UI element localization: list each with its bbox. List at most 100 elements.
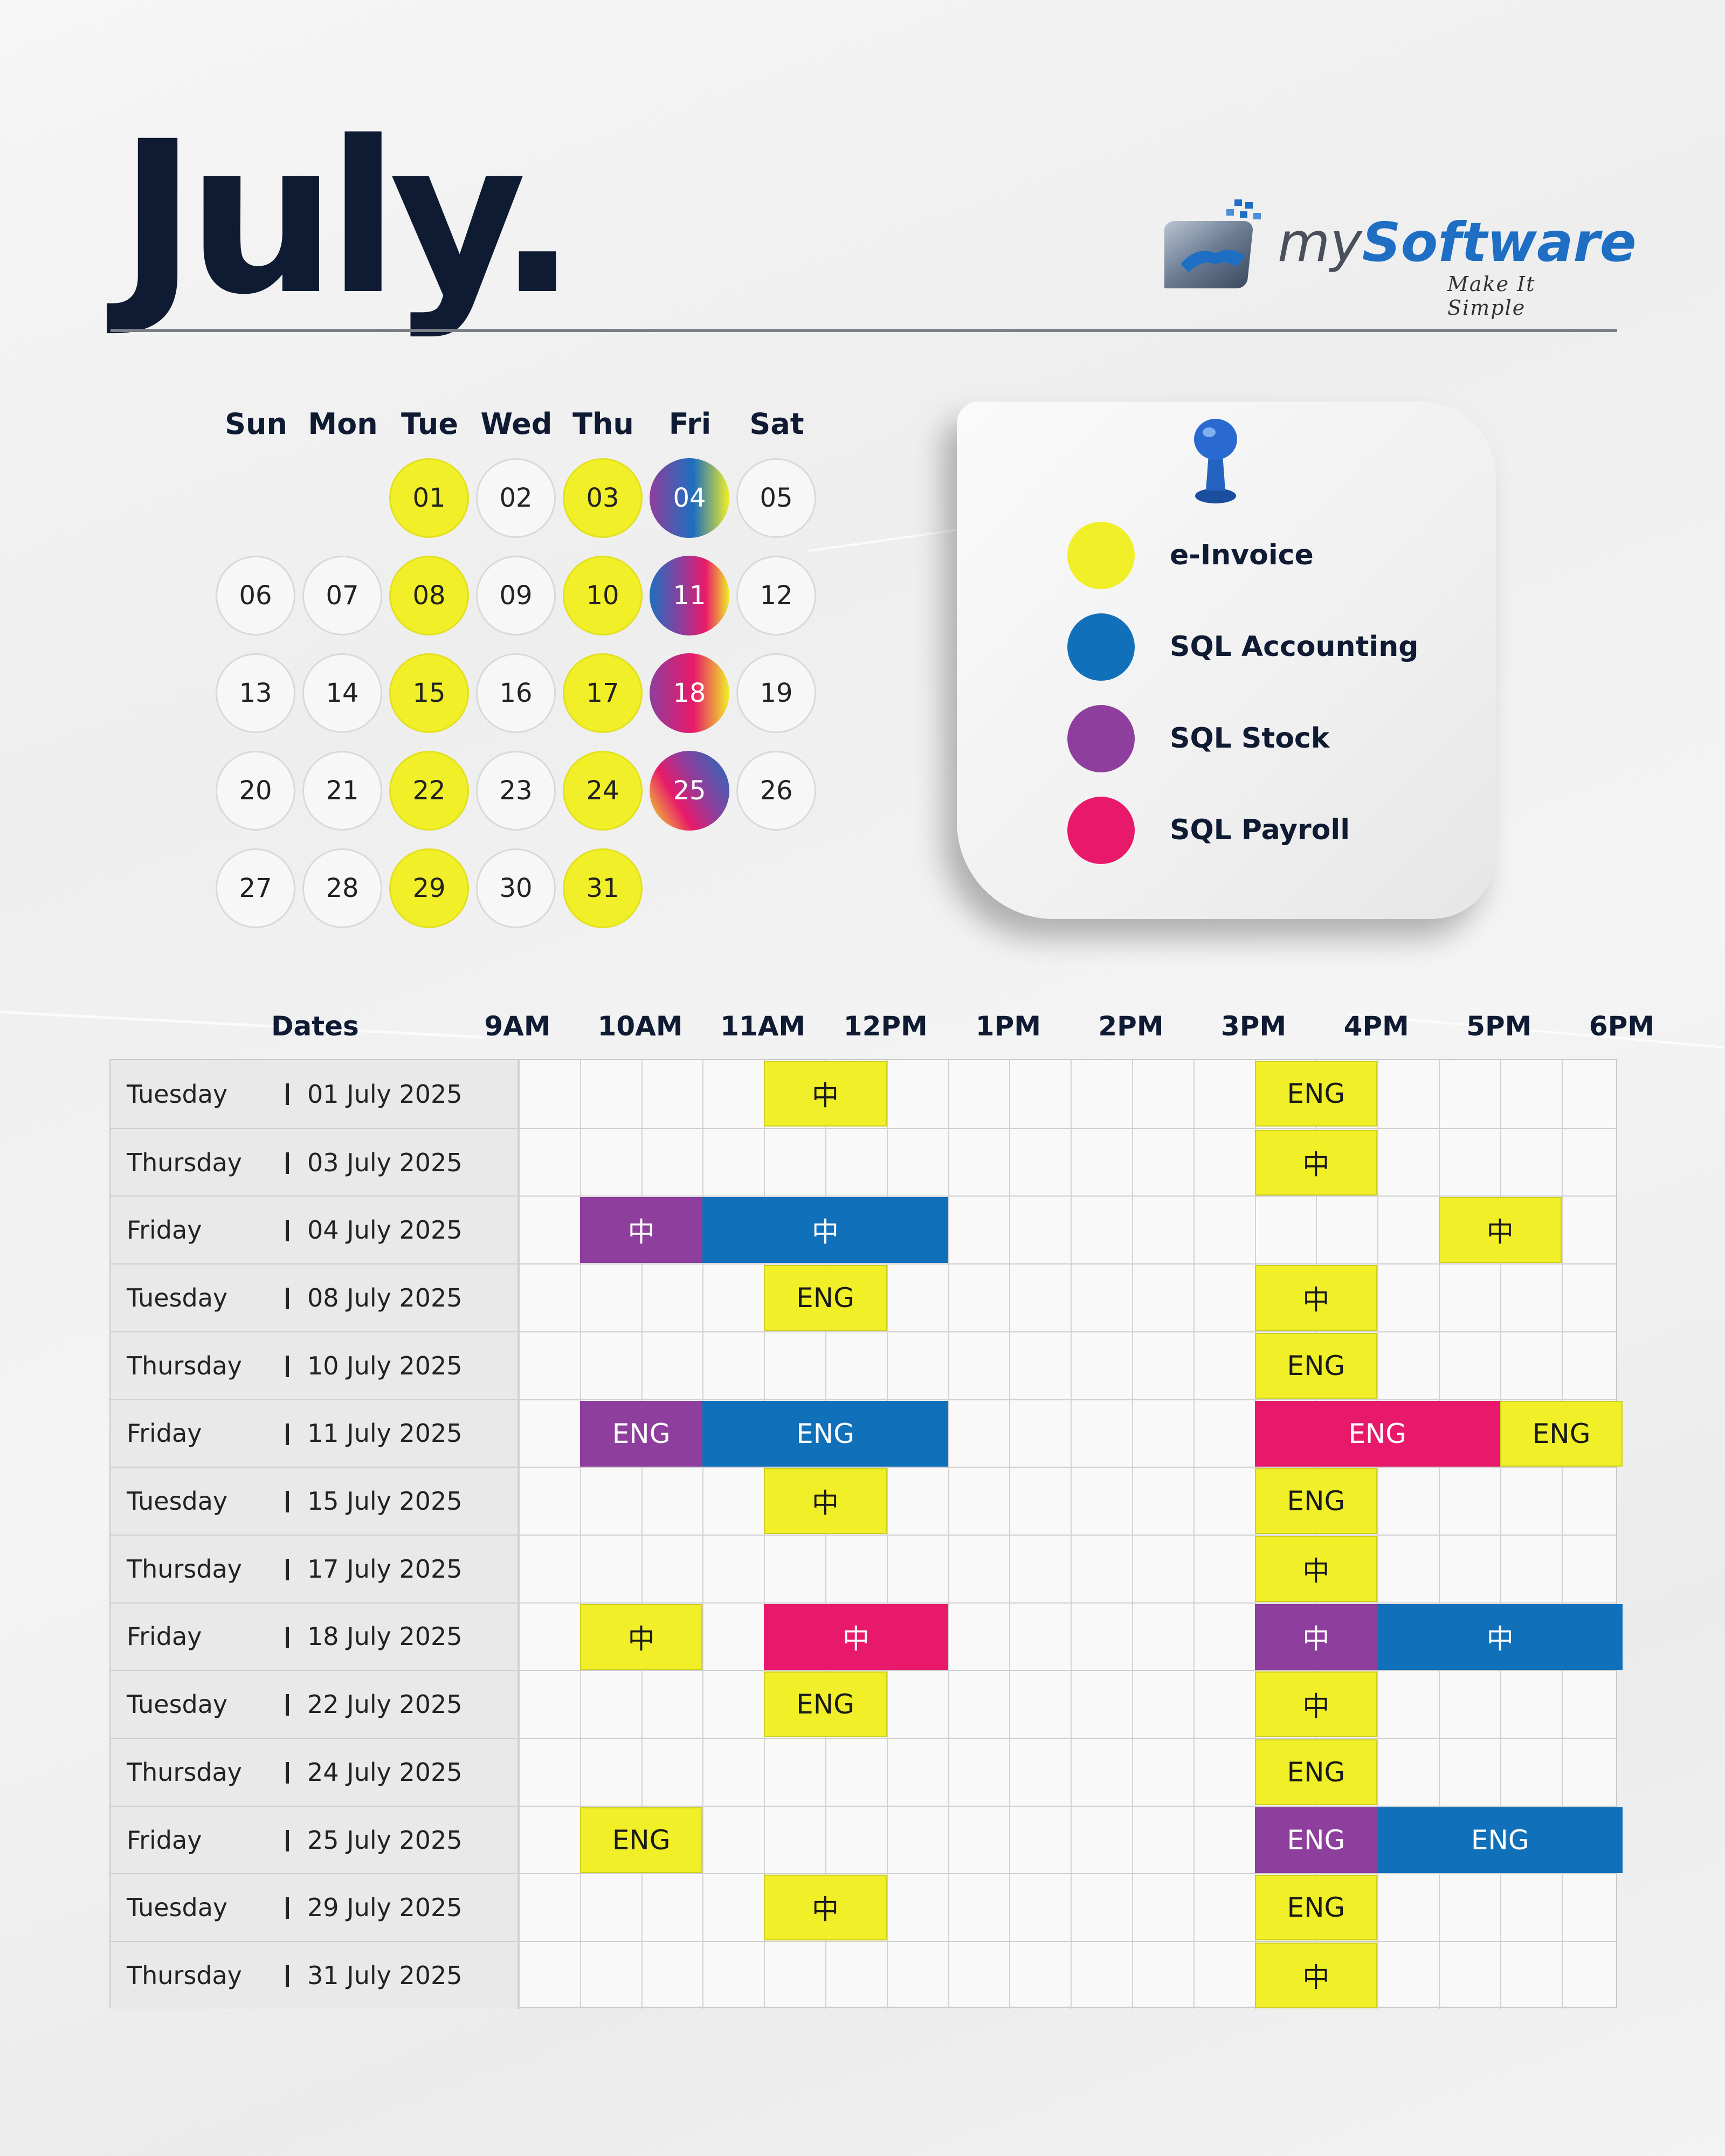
session-block[interactable]: 中	[764, 1061, 887, 1127]
grid-line	[702, 1942, 704, 2009]
row-weekday: Tuesday	[127, 1690, 228, 1719]
grid-line	[1561, 1942, 1563, 2009]
schedule-row: Tuesday 29 July 2025 中 ENG	[111, 1873, 1616, 1941]
grid-line	[1071, 1332, 1072, 1399]
calendar-day-28[interactable]: 28	[302, 848, 382, 928]
calendar-day-21[interactable]: 21	[302, 751, 382, 831]
calendar-day-26[interactable]: 26	[736, 751, 816, 831]
session-block[interactable]: ENG	[764, 1265, 887, 1331]
calendar-day-13[interactable]: 13	[216, 653, 295, 733]
grid-line	[1193, 1197, 1195, 1264]
session-block[interactable]: ENG	[1254, 1400, 1500, 1467]
row-date-cell: Friday 25 July 2025	[111, 1806, 519, 1874]
calendar-day-19[interactable]: 19	[736, 653, 816, 733]
grid-line	[1377, 1739, 1379, 1806]
calendar-day-30[interactable]: 30	[476, 848, 556, 928]
grid-line	[1439, 1468, 1440, 1535]
calendar-day-15[interactable]: 15	[389, 653, 469, 733]
grid-line	[1500, 1942, 1501, 2009]
session-block[interactable]: ENG	[1254, 1468, 1378, 1535]
session-block[interactable]: ENG	[1254, 1332, 1378, 1399]
calendar-day-23[interactable]: 23	[476, 751, 556, 831]
session-block[interactable]: ENG	[1500, 1400, 1623, 1467]
session-block[interactable]: ENG	[1254, 1061, 1378, 1127]
grid-line	[764, 1535, 765, 1602]
row-separator	[286, 1626, 289, 1648]
calendar-day-04[interactable]: 04	[650, 458, 729, 538]
row-date-cell: Thursday 10 July 2025	[111, 1332, 519, 1399]
grid-line	[948, 1739, 949, 1806]
grid-line	[1316, 1197, 1317, 1264]
calendar-day-08[interactable]: 08	[389, 556, 469, 635]
calendar-day-06[interactable]: 06	[216, 556, 295, 635]
calendar-day-05[interactable]: 05	[736, 458, 816, 538]
session-block[interactable]: ENG	[579, 1807, 703, 1873]
session-block[interactable]: 中	[1254, 1671, 1378, 1738]
session-block[interactable]: ENG	[1254, 1875, 1378, 1941]
session-block[interactable]: ENG	[702, 1400, 948, 1467]
session-block[interactable]: 中	[764, 1875, 887, 1941]
session-block[interactable]: 中	[1377, 1604, 1623, 1670]
session-block[interactable]: 中	[702, 1197, 948, 1263]
calendar-day-27[interactable]: 27	[216, 848, 295, 928]
calendar-day-16[interactable]: 16	[476, 653, 556, 733]
calendar-day-25[interactable]: 25	[650, 751, 729, 831]
grid-line	[948, 1874, 949, 1941]
grid-line	[1193, 1264, 1195, 1331]
calendar-day-03[interactable]: 03	[563, 458, 643, 538]
grid-line	[1561, 1739, 1563, 1806]
calendar-day-02[interactable]: 02	[476, 458, 556, 538]
calendar-day-14[interactable]: 14	[302, 653, 382, 733]
grid-line	[519, 1197, 520, 1264]
grid-line	[1009, 1060, 1011, 1128]
session-block[interactable]: 中	[764, 1468, 887, 1535]
calendar-day-09[interactable]: 09	[476, 556, 556, 635]
session-block[interactable]: 中	[1439, 1197, 1562, 1263]
session-block[interactable]: ENG	[1254, 1807, 1378, 1873]
session-block[interactable]: 中	[579, 1604, 703, 1670]
calendar-day-31[interactable]: 31	[563, 848, 643, 928]
grid-line	[1561, 1671, 1563, 1738]
session-block[interactable]: 中	[1254, 1536, 1378, 1602]
calendar-day-29[interactable]: 29	[389, 848, 469, 928]
session-block[interactable]: ENG	[764, 1671, 887, 1738]
grid-line	[1009, 1197, 1011, 1264]
row-date: 10 July 2025	[307, 1351, 463, 1380]
time-column-header: 6PM	[1589, 1011, 1654, 1042]
calendar-day-20[interactable]: 20	[216, 751, 295, 831]
weekday-header: Wed	[480, 407, 553, 441]
session-block[interactable]: 中	[579, 1197, 703, 1263]
weekday-header: Fri	[668, 407, 712, 441]
calendar-day-22[interactable]: 22	[389, 751, 469, 831]
calendar-day-24[interactable]: 24	[563, 751, 643, 831]
calendar-day-11[interactable]: 11	[650, 556, 729, 635]
grid-line	[1009, 1400, 1011, 1467]
schedule-row: Tuesday 22 July 2025 ENG 中	[111, 1670, 1616, 1738]
calendar-day-12[interactable]: 12	[736, 556, 816, 635]
calendar-day-10[interactable]: 10	[563, 556, 643, 635]
grid-line	[886, 1942, 888, 2009]
session-block[interactable]: 中	[1254, 1943, 1378, 2009]
row-weekday: Tuesday	[127, 1283, 228, 1312]
grid-line	[641, 1060, 643, 1128]
session-block[interactable]: 中	[1254, 1129, 1378, 1196]
grid-line	[519, 1264, 520, 1331]
row-date: 18 July 2025	[307, 1622, 463, 1651]
row-weekday: Tuesday	[127, 1893, 228, 1923]
session-block[interactable]: ENG	[1377, 1807, 1623, 1873]
session-block[interactable]: 中	[1254, 1265, 1378, 1331]
grid-line	[1377, 1060, 1379, 1128]
calendar-day-17[interactable]: 17	[563, 653, 643, 733]
grid-line	[579, 1739, 581, 1806]
calendar-day-18[interactable]: 18	[650, 653, 729, 733]
grid-line	[1439, 1129, 1440, 1196]
session-block[interactable]: 中	[764, 1604, 948, 1670]
time-column-header: 10AM	[597, 1011, 683, 1042]
calendar-day-01[interactable]: 01	[389, 458, 469, 538]
calendar-day-07[interactable]: 07	[302, 556, 382, 635]
session-block[interactable]: ENG	[579, 1400, 703, 1467]
grid-line	[886, 1468, 888, 1535]
session-block[interactable]: ENG	[1254, 1739, 1378, 1805]
grid-line	[1193, 1942, 1195, 2009]
session-block[interactable]: 中	[1254, 1604, 1378, 1670]
